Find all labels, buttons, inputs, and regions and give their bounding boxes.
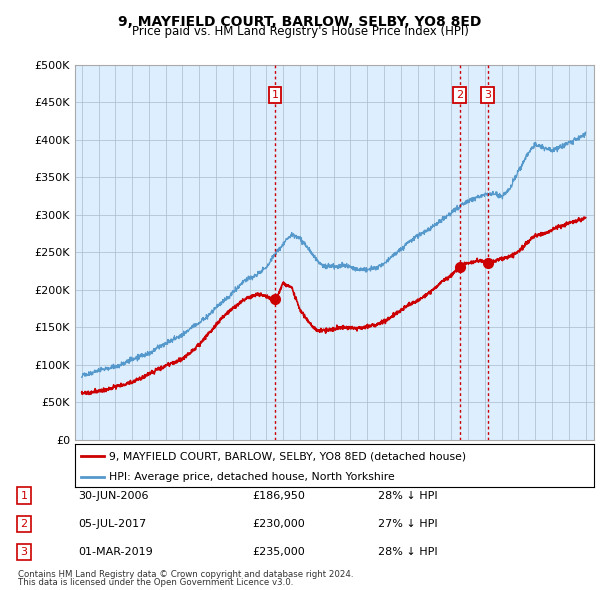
Text: 05-JUL-2017: 05-JUL-2017 <box>78 519 146 529</box>
Text: Contains HM Land Registry data © Crown copyright and database right 2024.: Contains HM Land Registry data © Crown c… <box>18 571 353 579</box>
Text: 2: 2 <box>456 90 463 100</box>
Text: 30-JUN-2006: 30-JUN-2006 <box>78 491 149 500</box>
Text: 2: 2 <box>20 519 28 529</box>
Text: 9, MAYFIELD COURT, BARLOW, SELBY, YO8 8ED (detached house): 9, MAYFIELD COURT, BARLOW, SELBY, YO8 8E… <box>109 451 466 461</box>
Text: This data is licensed under the Open Government Licence v3.0.: This data is licensed under the Open Gov… <box>18 578 293 587</box>
Text: 9, MAYFIELD COURT, BARLOW, SELBY, YO8 8ED: 9, MAYFIELD COURT, BARLOW, SELBY, YO8 8E… <box>118 15 482 29</box>
Text: 27% ↓ HPI: 27% ↓ HPI <box>378 519 437 529</box>
Text: £186,950: £186,950 <box>252 491 305 500</box>
Text: HPI: Average price, detached house, North Yorkshire: HPI: Average price, detached house, Nort… <box>109 473 394 483</box>
Text: 01-MAR-2019: 01-MAR-2019 <box>78 548 153 557</box>
Text: 1: 1 <box>271 90 278 100</box>
Text: £230,000: £230,000 <box>252 519 305 529</box>
Text: 28% ↓ HPI: 28% ↓ HPI <box>378 548 437 557</box>
Text: Price paid vs. HM Land Registry's House Price Index (HPI): Price paid vs. HM Land Registry's House … <box>131 25 469 38</box>
Text: 3: 3 <box>484 90 491 100</box>
Text: 1: 1 <box>20 491 28 500</box>
Text: 3: 3 <box>20 548 28 557</box>
Text: 28% ↓ HPI: 28% ↓ HPI <box>378 491 437 500</box>
Text: £235,000: £235,000 <box>252 548 305 557</box>
